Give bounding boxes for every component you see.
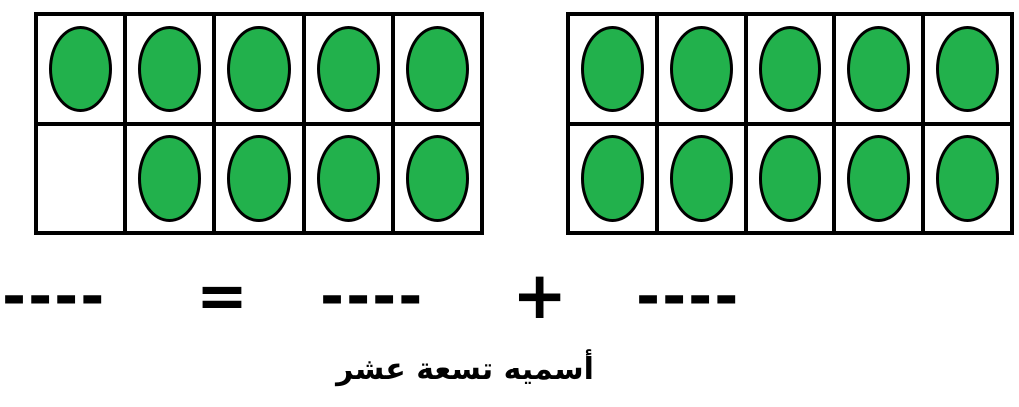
ten-frame-cell <box>834 14 924 124</box>
green-counter-icon <box>581 135 644 222</box>
ten-frame-cell <box>125 14 215 124</box>
green-counter-icon <box>581 25 644 112</box>
ten-frame-cell <box>834 123 924 233</box>
green-counter-icon <box>405 135 469 222</box>
green-counter-icon <box>758 135 822 222</box>
equals-sign: = <box>196 259 248 332</box>
green-counter-icon <box>49 25 113 112</box>
ten-frame-cell <box>214 123 304 233</box>
ten-frame-cell <box>745 14 835 124</box>
green-counter-icon <box>138 25 202 112</box>
ten-frame-left <box>34 12 484 235</box>
ten-frame-right <box>566 12 1014 235</box>
ten-frame-cell <box>392 14 482 124</box>
ten-frame-cell <box>392 123 482 233</box>
green-counter-icon <box>847 135 911 222</box>
answer-blank-addend-b[interactable]: ---- <box>636 262 741 330</box>
equation-row: ---- = ---- + ---- <box>0 257 1019 334</box>
ten-frame-cell <box>656 14 746 124</box>
green-counter-icon <box>138 135 202 222</box>
green-counter-icon <box>405 25 469 112</box>
plus-sign: + <box>512 257 568 334</box>
green-counter-icon <box>669 25 733 112</box>
ten-frame-cell <box>303 14 393 124</box>
green-counter-icon <box>936 135 999 222</box>
green-counter-icon <box>936 25 999 112</box>
answer-blank-addend-a[interactable]: ---- <box>320 262 425 330</box>
green-counter-icon <box>227 25 291 112</box>
ten-frame-cell <box>36 14 126 124</box>
ten-frame-cell <box>568 123 657 233</box>
ten-frame-cell <box>656 123 746 233</box>
caption-text: أسميه تسعة عشر <box>336 352 594 387</box>
green-counter-icon <box>669 135 733 222</box>
green-counter-icon <box>316 25 380 112</box>
ten-frame-cell <box>745 123 835 233</box>
green-counter-icon <box>227 135 291 222</box>
ten-frame-cell <box>923 123 1012 233</box>
answer-blank-total[interactable]: ---- <box>2 262 107 330</box>
green-counter-icon <box>847 25 911 112</box>
ten-frame-cell <box>125 123 215 233</box>
ten-frame-cell <box>214 14 304 124</box>
ten-frame-cell <box>568 14 657 124</box>
green-counter-icon <box>316 135 380 222</box>
ten-frame-cell <box>36 123 126 233</box>
ten-frame-cell <box>303 123 393 233</box>
green-counter-icon <box>758 25 822 112</box>
ten-frame-cell <box>923 14 1012 124</box>
